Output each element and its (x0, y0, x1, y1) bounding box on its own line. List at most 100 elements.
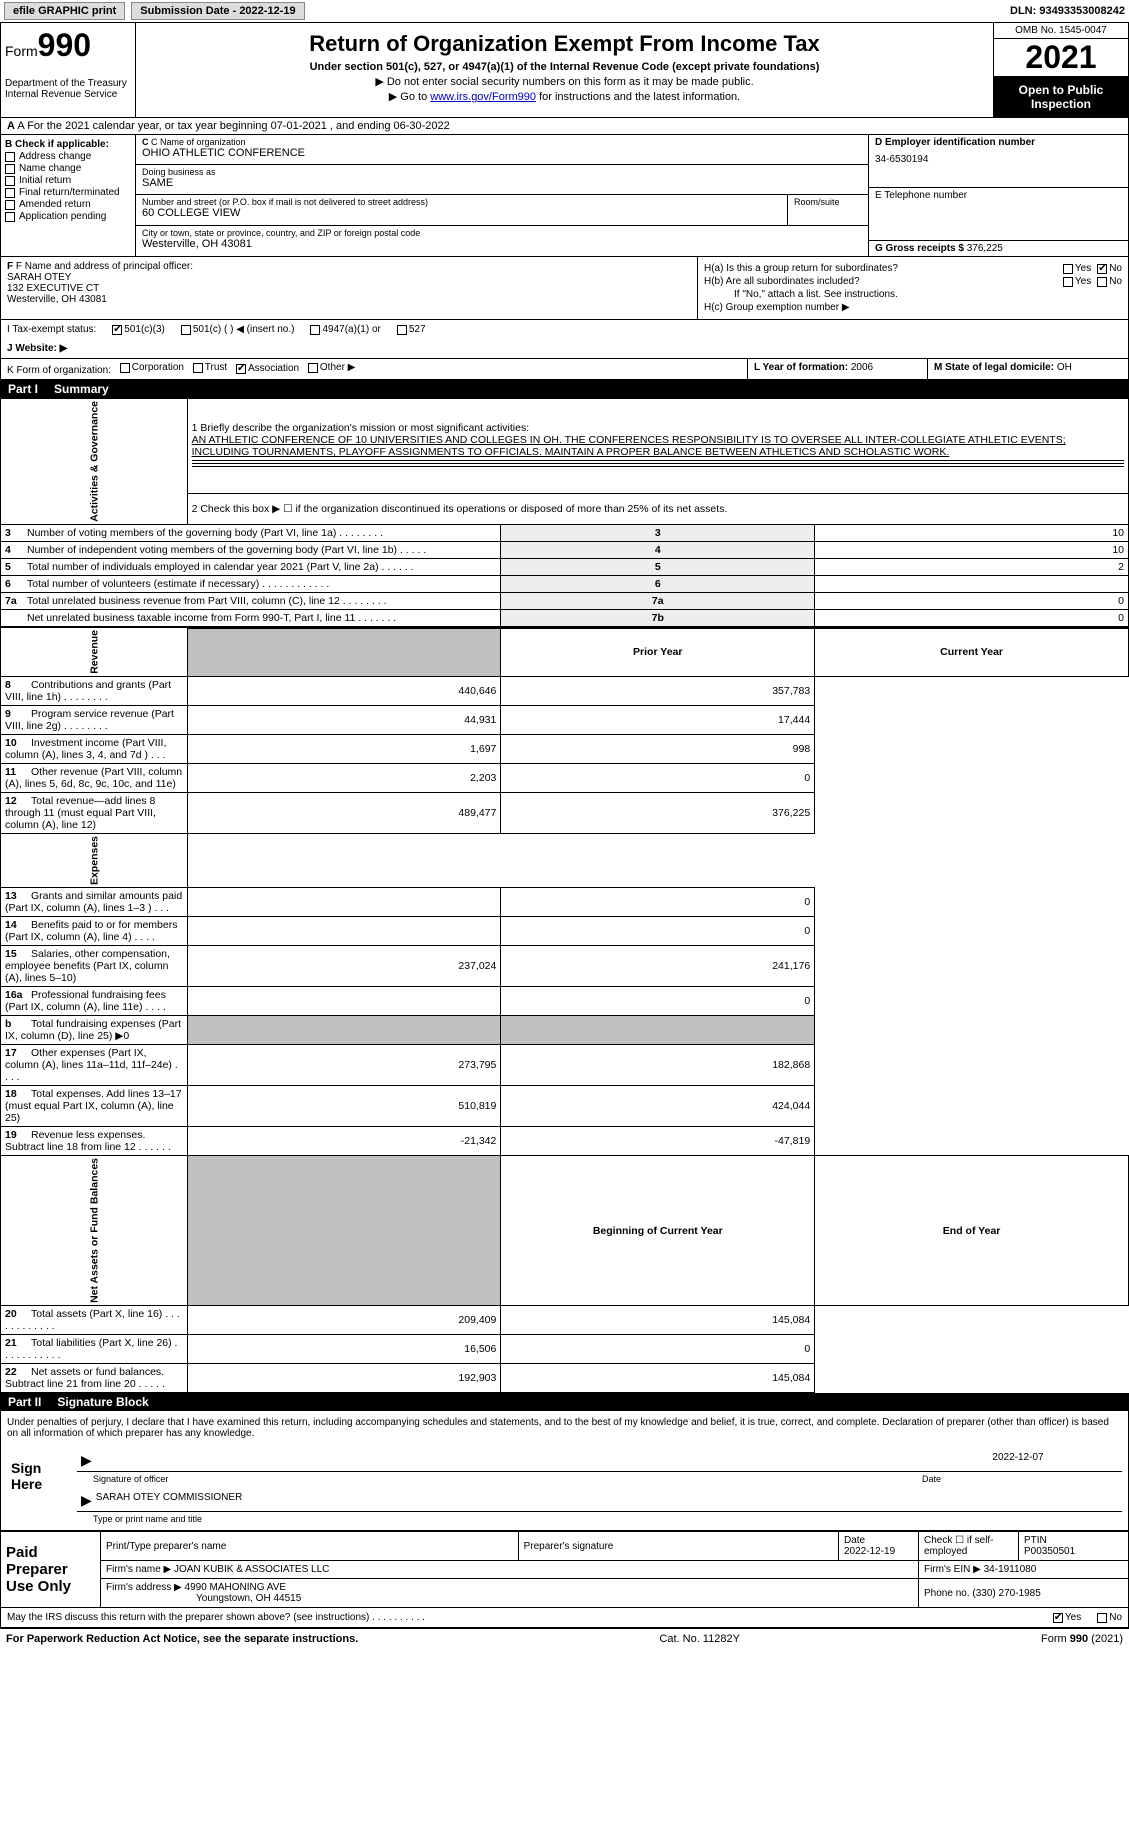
assoc-checkbox[interactable] (236, 364, 246, 374)
instructions-link[interactable]: www.irs.gov/Form990 (430, 91, 536, 103)
website-label: J Website: ▶ (7, 343, 67, 354)
box-b-checkbox[interactable] (5, 152, 15, 162)
side-activities-governance: Activities & Governance (1, 399, 188, 525)
page-footer: For Paperwork Reduction Act Notice, see … (0, 1628, 1129, 1649)
4947-label: 4947(a)(1) or (322, 324, 380, 335)
tax-year: 2021 (994, 39, 1128, 77)
q2-text: 2 Check this box ▶ ☐ if the organization… (187, 493, 1128, 524)
box-b-checkbox[interactable] (5, 212, 15, 222)
prior-year-value: 16,506 (187, 1335, 501, 1364)
prior-year-value: 273,795 (187, 1045, 501, 1086)
officer-addr1: 132 EXECUTIVE CT (7, 283, 691, 294)
summary-line-value: 0 (815, 609, 1129, 626)
corp-checkbox[interactable] (120, 363, 130, 373)
summary-line-box: 7a (501, 592, 815, 609)
box-b-opt-label: Name change (19, 163, 81, 174)
other-checkbox[interactable] (308, 363, 318, 373)
prior-year-value: 510,819 (187, 1086, 501, 1127)
row-a-text: A For the 2021 calendar year, or tax yea… (17, 120, 449, 132)
summary-line-desc: 7aTotal unrelated business revenue from … (1, 592, 501, 609)
no-label: No (1109, 263, 1122, 274)
line-desc: 18Total expenses. Add lines 13–17 (must … (1, 1086, 188, 1127)
summary-line-value: 10 (815, 541, 1129, 558)
col-deg: D Employer identification number 34-6530… (868, 135, 1128, 256)
form-subtitle: Under section 501(c), 527, or 4947(a)(1)… (144, 61, 985, 73)
ssn-note: ▶ Do not enter social security numbers o… (144, 75, 985, 88)
summary-line-desc: 5Total number of individuals employed in… (1, 558, 501, 575)
summary-line-value: 10 (815, 524, 1129, 541)
discuss-yes-checkbox[interactable] (1053, 1613, 1063, 1623)
prep-date-label: Date (844, 1535, 865, 1546)
box-b-checkbox[interactable] (5, 200, 15, 210)
box-b-checkbox[interactable] (5, 188, 15, 198)
hb-question: H(b) Are all subordinates included? (704, 276, 1057, 287)
4947-checkbox[interactable] (310, 325, 320, 335)
header-title-block: Return of Organization Exempt From Incom… (136, 23, 993, 117)
row-klm: K Form of organization: Corporation Trus… (0, 359, 1129, 380)
ha-yes-checkbox[interactable] (1063, 264, 1073, 274)
line-desc: 22Net assets or fund balances. Subtract … (1, 1364, 188, 1393)
line-desc: 14Benefits paid to or for members (Part … (1, 917, 188, 946)
501c-checkbox[interactable] (181, 325, 191, 335)
line-desc: 13Grants and similar amounts paid (Part … (1, 888, 188, 917)
line-desc: 20Total assets (Part X, line 16) . . . .… (1, 1306, 188, 1335)
prior-year-value: 209,409 (187, 1306, 501, 1335)
form-title: Return of Organization Exempt From Incom… (144, 31, 985, 57)
summary-line-box: 3 (501, 524, 815, 541)
row-l: L Year of formation: 2006 (748, 359, 928, 379)
officer-name: SARAH OTEY (7, 272, 691, 283)
discuss-no-checkbox[interactable] (1097, 1613, 1107, 1623)
tax-status-label: I Tax-exempt status: (7, 324, 96, 335)
hb-yes-checkbox[interactable] (1063, 277, 1073, 287)
submission-date-button[interactable]: Submission Date - 2022-12-19 (131, 2, 304, 20)
firm-name-label: Firm's name ▶ (106, 1564, 171, 1575)
prior-year-value: -21,342 (187, 1127, 501, 1156)
col-prior-year: Prior Year (501, 628, 815, 677)
current-year-value: -47,819 (501, 1127, 815, 1156)
paperwork-notice: For Paperwork Reduction Act Notice, see … (6, 1633, 358, 1645)
box-b-checkbox[interactable] (5, 176, 15, 186)
shaded-cell (187, 1016, 501, 1045)
part-i-label: Part I (8, 382, 38, 396)
prep-date-value: 2022-12-19 (844, 1546, 895, 1557)
line-desc: 16aProfessional fundraising fees (Part I… (1, 987, 188, 1016)
col-current-year: Current Year (815, 628, 1129, 677)
m-value: OH (1057, 362, 1072, 373)
firm-phone-value: (330) 270-1985 (972, 1588, 1040, 1599)
box-b-opt-label: Initial return (19, 175, 71, 186)
line-desc: 15Salaries, other compensation, employee… (1, 946, 188, 987)
hb-no-checkbox[interactable] (1097, 277, 1107, 287)
summary-line-value: 2 (815, 558, 1129, 575)
q1-label: 1 Briefly describe the organization's mi… (192, 422, 1124, 434)
row-j-website: J Website: ▶ (0, 339, 1129, 359)
501c-label: 501(c) ( ) ◀ (insert no.) (193, 324, 295, 335)
ha-no-checkbox[interactable] (1097, 264, 1107, 274)
paid-preparer-title: Paid Preparer Use Only (1, 1532, 101, 1608)
part-i-title: Summary (54, 382, 109, 396)
gross-receipts-label: G Gross receipts $ (875, 243, 964, 254)
sig-officer-label: Signature of officer (77, 1474, 922, 1484)
firm-addr-label: Firm's address ▶ (106, 1582, 182, 1593)
efile-print-button[interactable]: efile GRAPHIC print (4, 2, 125, 20)
form-header: Form990 Department of the Treasury Inter… (0, 23, 1129, 118)
note2-pre: ▶ Go to (389, 91, 430, 103)
c-name-label: C Name of organization (151, 137, 246, 147)
name-title-label: Type or print name and title (77, 1514, 1122, 1524)
street-value: 60 COLLEGE VIEW (142, 207, 781, 219)
527-checkbox[interactable] (397, 325, 407, 335)
dln-label: DLN: 93493353008242 (1010, 5, 1125, 17)
shaded-cell (501, 1016, 815, 1045)
501c3-checkbox[interactable] (112, 325, 122, 335)
yes-label2: Yes (1075, 276, 1091, 287)
no-label2: No (1109, 276, 1122, 287)
dba-value: SAME (142, 177, 862, 189)
trust-checkbox[interactable] (193, 363, 203, 373)
box-b-checkbox[interactable] (5, 164, 15, 174)
summary-line-desc: 3Number of voting members of the governi… (1, 524, 501, 541)
firm-phone-label: Phone no. (924, 1588, 970, 1599)
prior-year-value: 1,697 (187, 735, 501, 764)
line-desc: 8Contributions and grants (Part VIII, li… (1, 677, 188, 706)
discuss-row: May the IRS discuss this return with the… (0, 1608, 1129, 1628)
discuss-yes-label: Yes (1065, 1612, 1081, 1623)
summary-line-box: 4 (501, 541, 815, 558)
